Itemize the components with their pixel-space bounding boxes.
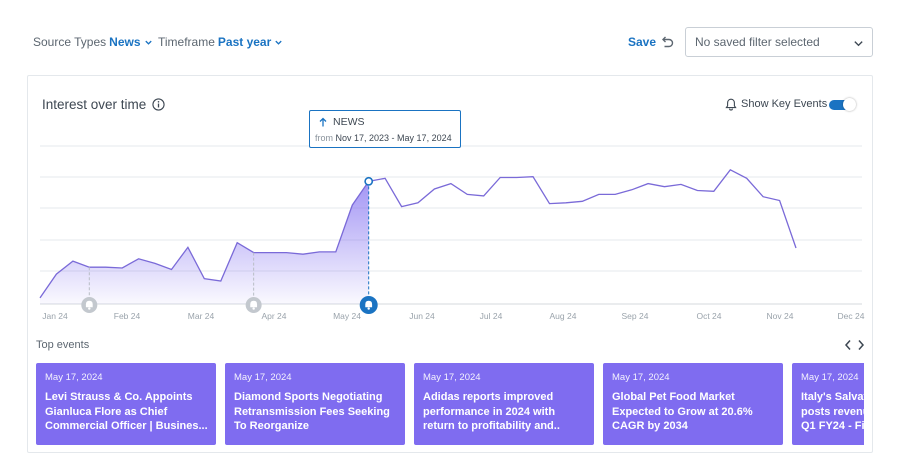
source-types-value: News	[109, 35, 141, 49]
saved-filter-select[interactable]: No saved filter selected	[685, 27, 873, 57]
event-date: May 17, 2024	[234, 372, 292, 383]
chevron-down-icon	[275, 40, 282, 45]
key-event-marker[interactable]	[81, 267, 98, 313]
info-icon[interactable]	[152, 98, 165, 111]
chevron-right-icon[interactable]	[856, 339, 866, 351]
toggle-knob	[843, 98, 856, 111]
event-date: May 17, 2024	[423, 372, 481, 383]
chart-tooltip: NEWS from Nov 17, 2023 - May 17, 2024	[309, 110, 461, 148]
events-carousel: May 17, 2024 Levi Strauss & Co. Appoints…	[36, 363, 864, 445]
event-card[interactable]: May 17, 2024 Global Pet Food Market Expe…	[603, 363, 783, 445]
key-event-marker[interactable]	[245, 252, 262, 313]
event-date: May 17, 2024	[612, 372, 670, 383]
chevron-down-icon	[144, 40, 152, 45]
event-card[interactable]: May 17, 2024 Italy's Salvat posts revenu…	[792, 363, 864, 445]
event-card[interactable]: May 17, 2024 Diamond Sports Negotiating …	[225, 363, 405, 445]
tooltip-source: NEWS	[333, 116, 365, 128]
timeframe-filter[interactable]: Timeframe Past year	[158, 35, 283, 49]
highlighted-data-point[interactable]	[364, 176, 374, 186]
event-date: May 17, 2024	[801, 372, 859, 383]
tooltip-range: Nov 17, 2023 - May 17, 2024	[335, 133, 452, 143]
key-event-marker-active[interactable]	[359, 181, 378, 314]
bell-icon	[725, 98, 737, 111]
event-headline: Global Pet Food Market Expected to Grow …	[612, 391, 753, 433]
source-types-filter[interactable]: Source Types News	[33, 35, 153, 49]
undo-icon[interactable]	[659, 34, 675, 50]
bell-icon	[85, 300, 93, 308]
source-types-label: Source Types	[33, 35, 107, 49]
show-key-events-toggle[interactable]	[829, 98, 856, 111]
arrow-up-icon	[319, 117, 327, 127]
bell-icon	[250, 300, 258, 308]
event-card[interactable]: May 17, 2024 Levi Strauss & Co. Appoints…	[36, 363, 216, 445]
card-title: Interest over time	[42, 97, 147, 112]
event-headline: Adidas reports improved performance in 2…	[423, 391, 560, 433]
chevron-down-icon	[854, 41, 863, 47]
chevron-left-icon[interactable]	[843, 339, 853, 351]
saved-filter-placeholder: No saved filter selected	[695, 35, 820, 49]
top-events-heading: Top events	[36, 339, 90, 351]
show-key-events-label: Show Key Events	[741, 98, 828, 110]
filter-bar: Source Types News Timeframe Past year Sa…	[0, 0, 900, 80]
bell-icon	[365, 300, 373, 308]
tooltip-range-line: from Nov 17, 2023 - May 17, 2024	[315, 133, 452, 143]
event-headline: Italy's Salvat posts revenu Q1 FY24 - Fi…	[801, 391, 864, 433]
event-headline: Levi Strauss & Co. Appoints Gianluca Flo…	[45, 391, 208, 433]
event-date: May 17, 2024	[45, 372, 103, 383]
tooltip-from-label: from	[315, 133, 333, 143]
timeframe-value: Past year	[217, 35, 272, 49]
event-headline: Diamond Sports Negotiating Retransmissio…	[234, 391, 390, 433]
timeframe-label: Timeframe	[158, 35, 215, 49]
event-card[interactable]: May 17, 2024 Adidas reports improved per…	[414, 363, 594, 445]
save-button[interactable]: Save	[628, 35, 657, 49]
